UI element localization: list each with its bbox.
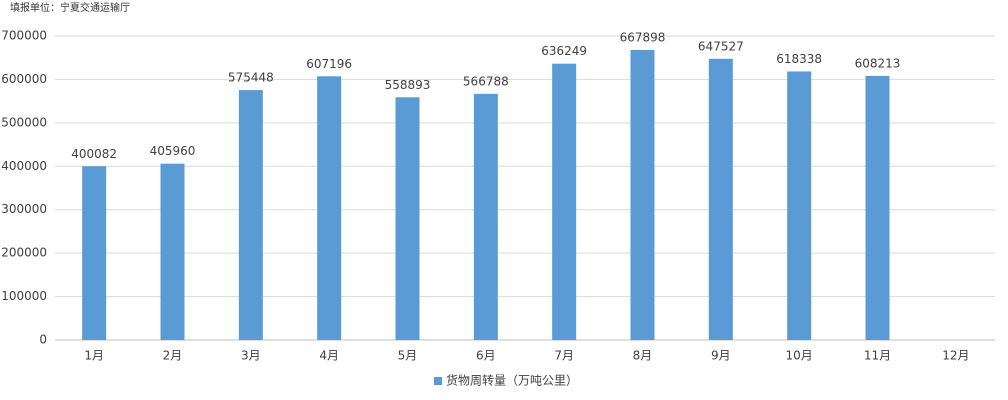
data-label: 575448	[228, 71, 274, 85]
x-tick-label: 9月	[711, 349, 731, 363]
bar	[865, 75, 890, 340]
y-tick-label: 400000	[1, 159, 47, 173]
data-label: 608213	[855, 56, 901, 70]
x-tick-label: 11月	[864, 349, 891, 363]
data-label: 400082	[71, 147, 117, 161]
data-label: 636249	[541, 44, 587, 58]
chart-subtitle: 填报单位：宁夏交通运输厅	[10, 1, 130, 14]
bar	[317, 76, 342, 340]
x-tick-label: 2月	[163, 349, 183, 363]
data-label: 647527	[698, 39, 744, 53]
y-tick-label: 300000	[1, 202, 47, 216]
data-label: 405960	[150, 144, 196, 158]
x-tick-label: 12月	[942, 349, 969, 363]
data-label: 618338	[776, 52, 822, 66]
x-tick-label: 7月	[554, 349, 574, 363]
bar	[630, 49, 655, 341]
data-label: 566788	[463, 74, 509, 88]
x-tick-label: 1月	[84, 349, 104, 363]
y-tick-label: 0	[39, 333, 47, 347]
legend-swatch	[434, 377, 442, 385]
y-tick-label: 200000	[1, 246, 47, 260]
x-tick-label: 8月	[633, 349, 653, 363]
x-tick-label: 5月	[398, 349, 418, 363]
bar	[238, 90, 263, 340]
bar	[787, 71, 812, 341]
data-label: 667898	[620, 30, 666, 44]
bar	[395, 97, 420, 340]
bar	[708, 58, 733, 341]
bar	[160, 163, 185, 340]
x-tick-label: 6月	[476, 349, 496, 363]
y-tick-label: 100000	[1, 289, 47, 303]
legend-label: 货物周转量（万吨公里）	[446, 373, 578, 388]
x-tick-label: 4月	[319, 349, 339, 363]
bar	[82, 166, 107, 340]
legend-item: 货物周转量（万吨公里）	[434, 373, 578, 388]
bar	[473, 93, 498, 340]
x-tick-label: 10月	[786, 349, 813, 363]
y-tick-label: 500000	[1, 115, 47, 129]
x-tick-label: 3月	[241, 349, 261, 363]
y-tick-label: 700000	[1, 29, 47, 43]
bar	[552, 63, 577, 340]
y-tick-label: 600000	[1, 72, 47, 86]
data-label: 558893	[385, 78, 431, 92]
data-label: 607196	[306, 57, 352, 71]
